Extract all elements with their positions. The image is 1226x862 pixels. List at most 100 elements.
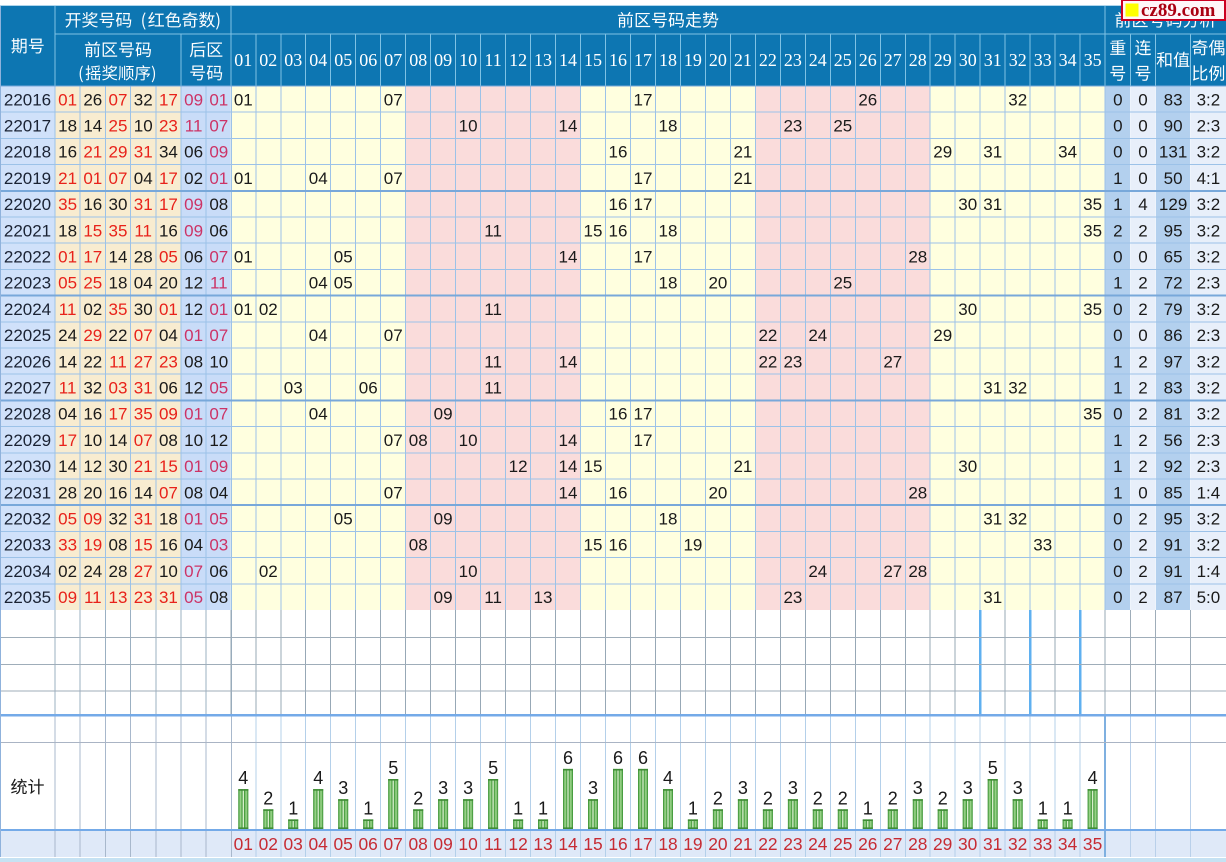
svg-text:16: 16: [609, 536, 628, 555]
svg-text:33: 33: [1034, 50, 1052, 70]
svg-text:34: 34: [159, 143, 178, 162]
svg-text:23: 23: [159, 117, 178, 136]
svg-text:07: 07: [209, 405, 228, 424]
svg-text:15: 15: [584, 221, 603, 240]
svg-text:1: 1: [1113, 379, 1122, 398]
svg-text:02: 02: [259, 300, 278, 319]
svg-text:32: 32: [1008, 90, 1027, 109]
svg-text:35: 35: [58, 195, 77, 214]
svg-text:07: 07: [384, 483, 403, 502]
svg-text:85: 85: [1164, 483, 1183, 502]
svg-text:25: 25: [833, 274, 852, 293]
svg-text:2: 2: [813, 788, 823, 808]
svg-text:05: 05: [334, 510, 353, 529]
svg-text:35: 35: [1083, 221, 1102, 240]
svg-text:09: 09: [434, 405, 453, 424]
svg-text:01: 01: [184, 405, 203, 424]
svg-text:1: 1: [288, 798, 298, 818]
svg-text:05: 05: [334, 834, 353, 854]
svg-text:12: 12: [508, 834, 527, 854]
svg-text:10: 10: [459, 431, 478, 450]
svg-text:2: 2: [263, 788, 273, 808]
svg-text:14: 14: [559, 117, 578, 136]
svg-text:0: 0: [1113, 248, 1122, 267]
svg-text:07: 07: [384, 90, 403, 109]
svg-text:33: 33: [58, 536, 77, 555]
svg-text:25: 25: [83, 274, 102, 293]
svg-text:31: 31: [134, 510, 153, 529]
svg-text:31: 31: [983, 510, 1002, 529]
svg-text:04: 04: [184, 536, 203, 555]
svg-text:32: 32: [83, 379, 102, 398]
svg-text:04: 04: [309, 169, 328, 188]
svg-text:15: 15: [159, 457, 178, 476]
svg-text:33: 33: [1033, 834, 1052, 854]
svg-text:10: 10: [159, 562, 178, 581]
svg-text:15: 15: [584, 457, 603, 476]
svg-text:14: 14: [559, 431, 578, 450]
svg-text:3: 3: [738, 778, 748, 798]
svg-text:91: 91: [1164, 562, 1183, 581]
svg-text:11: 11: [484, 50, 501, 70]
svg-text:14: 14: [558, 834, 578, 854]
svg-text:08: 08: [409, 834, 428, 854]
svg-text:14: 14: [559, 248, 578, 267]
svg-text:06: 06: [159, 379, 178, 398]
svg-text:07: 07: [209, 326, 228, 345]
svg-text:0: 0: [1113, 300, 1122, 319]
svg-text:27: 27: [883, 562, 902, 581]
svg-text:16: 16: [608, 834, 627, 854]
svg-text:32: 32: [1008, 379, 1027, 398]
svg-text:19: 19: [683, 834, 702, 854]
svg-text:22016: 22016: [4, 90, 51, 109]
svg-text:11: 11: [484, 352, 502, 371]
svg-text:01: 01: [159, 300, 178, 319]
svg-text:17: 17: [634, 195, 653, 214]
svg-text:11: 11: [59, 300, 77, 319]
svg-text:24: 24: [808, 834, 828, 854]
svg-text:08: 08: [209, 588, 228, 607]
svg-text:30: 30: [958, 457, 977, 476]
svg-text:04: 04: [134, 169, 153, 188]
svg-text:4: 4: [1138, 195, 1147, 214]
svg-text:12: 12: [184, 379, 203, 398]
svg-text:22017: 22017: [4, 117, 51, 136]
svg-text:01: 01: [234, 50, 252, 70]
svg-text:4: 4: [313, 768, 323, 788]
svg-text:3:2: 3:2: [1197, 143, 1221, 162]
svg-text:35: 35: [1083, 834, 1102, 854]
svg-text:18: 18: [659, 274, 678, 293]
svg-text:14: 14: [559, 352, 578, 371]
svg-text:14: 14: [58, 352, 77, 371]
svg-text:26: 26: [858, 834, 877, 854]
svg-text:01: 01: [234, 169, 253, 188]
svg-text:97: 97: [1164, 352, 1183, 371]
svg-text:1: 1: [1113, 352, 1122, 371]
svg-text:3: 3: [913, 778, 923, 798]
svg-text:27: 27: [134, 352, 153, 371]
svg-text:22033: 22033: [4, 536, 51, 555]
svg-text:02: 02: [259, 834, 278, 854]
svg-text:21: 21: [134, 457, 153, 476]
svg-text:01: 01: [184, 326, 203, 345]
svg-text:31: 31: [983, 195, 1002, 214]
svg-text:5: 5: [988, 758, 998, 778]
svg-text:27: 27: [883, 352, 902, 371]
svg-text:2: 2: [1138, 457, 1147, 476]
svg-text:5:0: 5:0: [1197, 588, 1221, 607]
svg-text:0: 0: [1113, 405, 1122, 424]
svg-text:90: 90: [1164, 117, 1183, 136]
svg-text:2: 2: [413, 788, 423, 808]
svg-text:24: 24: [809, 50, 827, 70]
svg-text:22034: 22034: [4, 562, 51, 581]
svg-text:26: 26: [858, 90, 877, 109]
svg-text:01: 01: [58, 248, 77, 267]
svg-text:10: 10: [134, 117, 153, 136]
svg-text:05: 05: [58, 510, 77, 529]
svg-text:1: 1: [1113, 483, 1122, 502]
svg-text:07: 07: [209, 117, 228, 136]
svg-text:18: 18: [659, 50, 677, 70]
svg-text:08: 08: [184, 483, 203, 502]
svg-text:09: 09: [209, 143, 228, 162]
svg-text:01: 01: [234, 90, 253, 109]
